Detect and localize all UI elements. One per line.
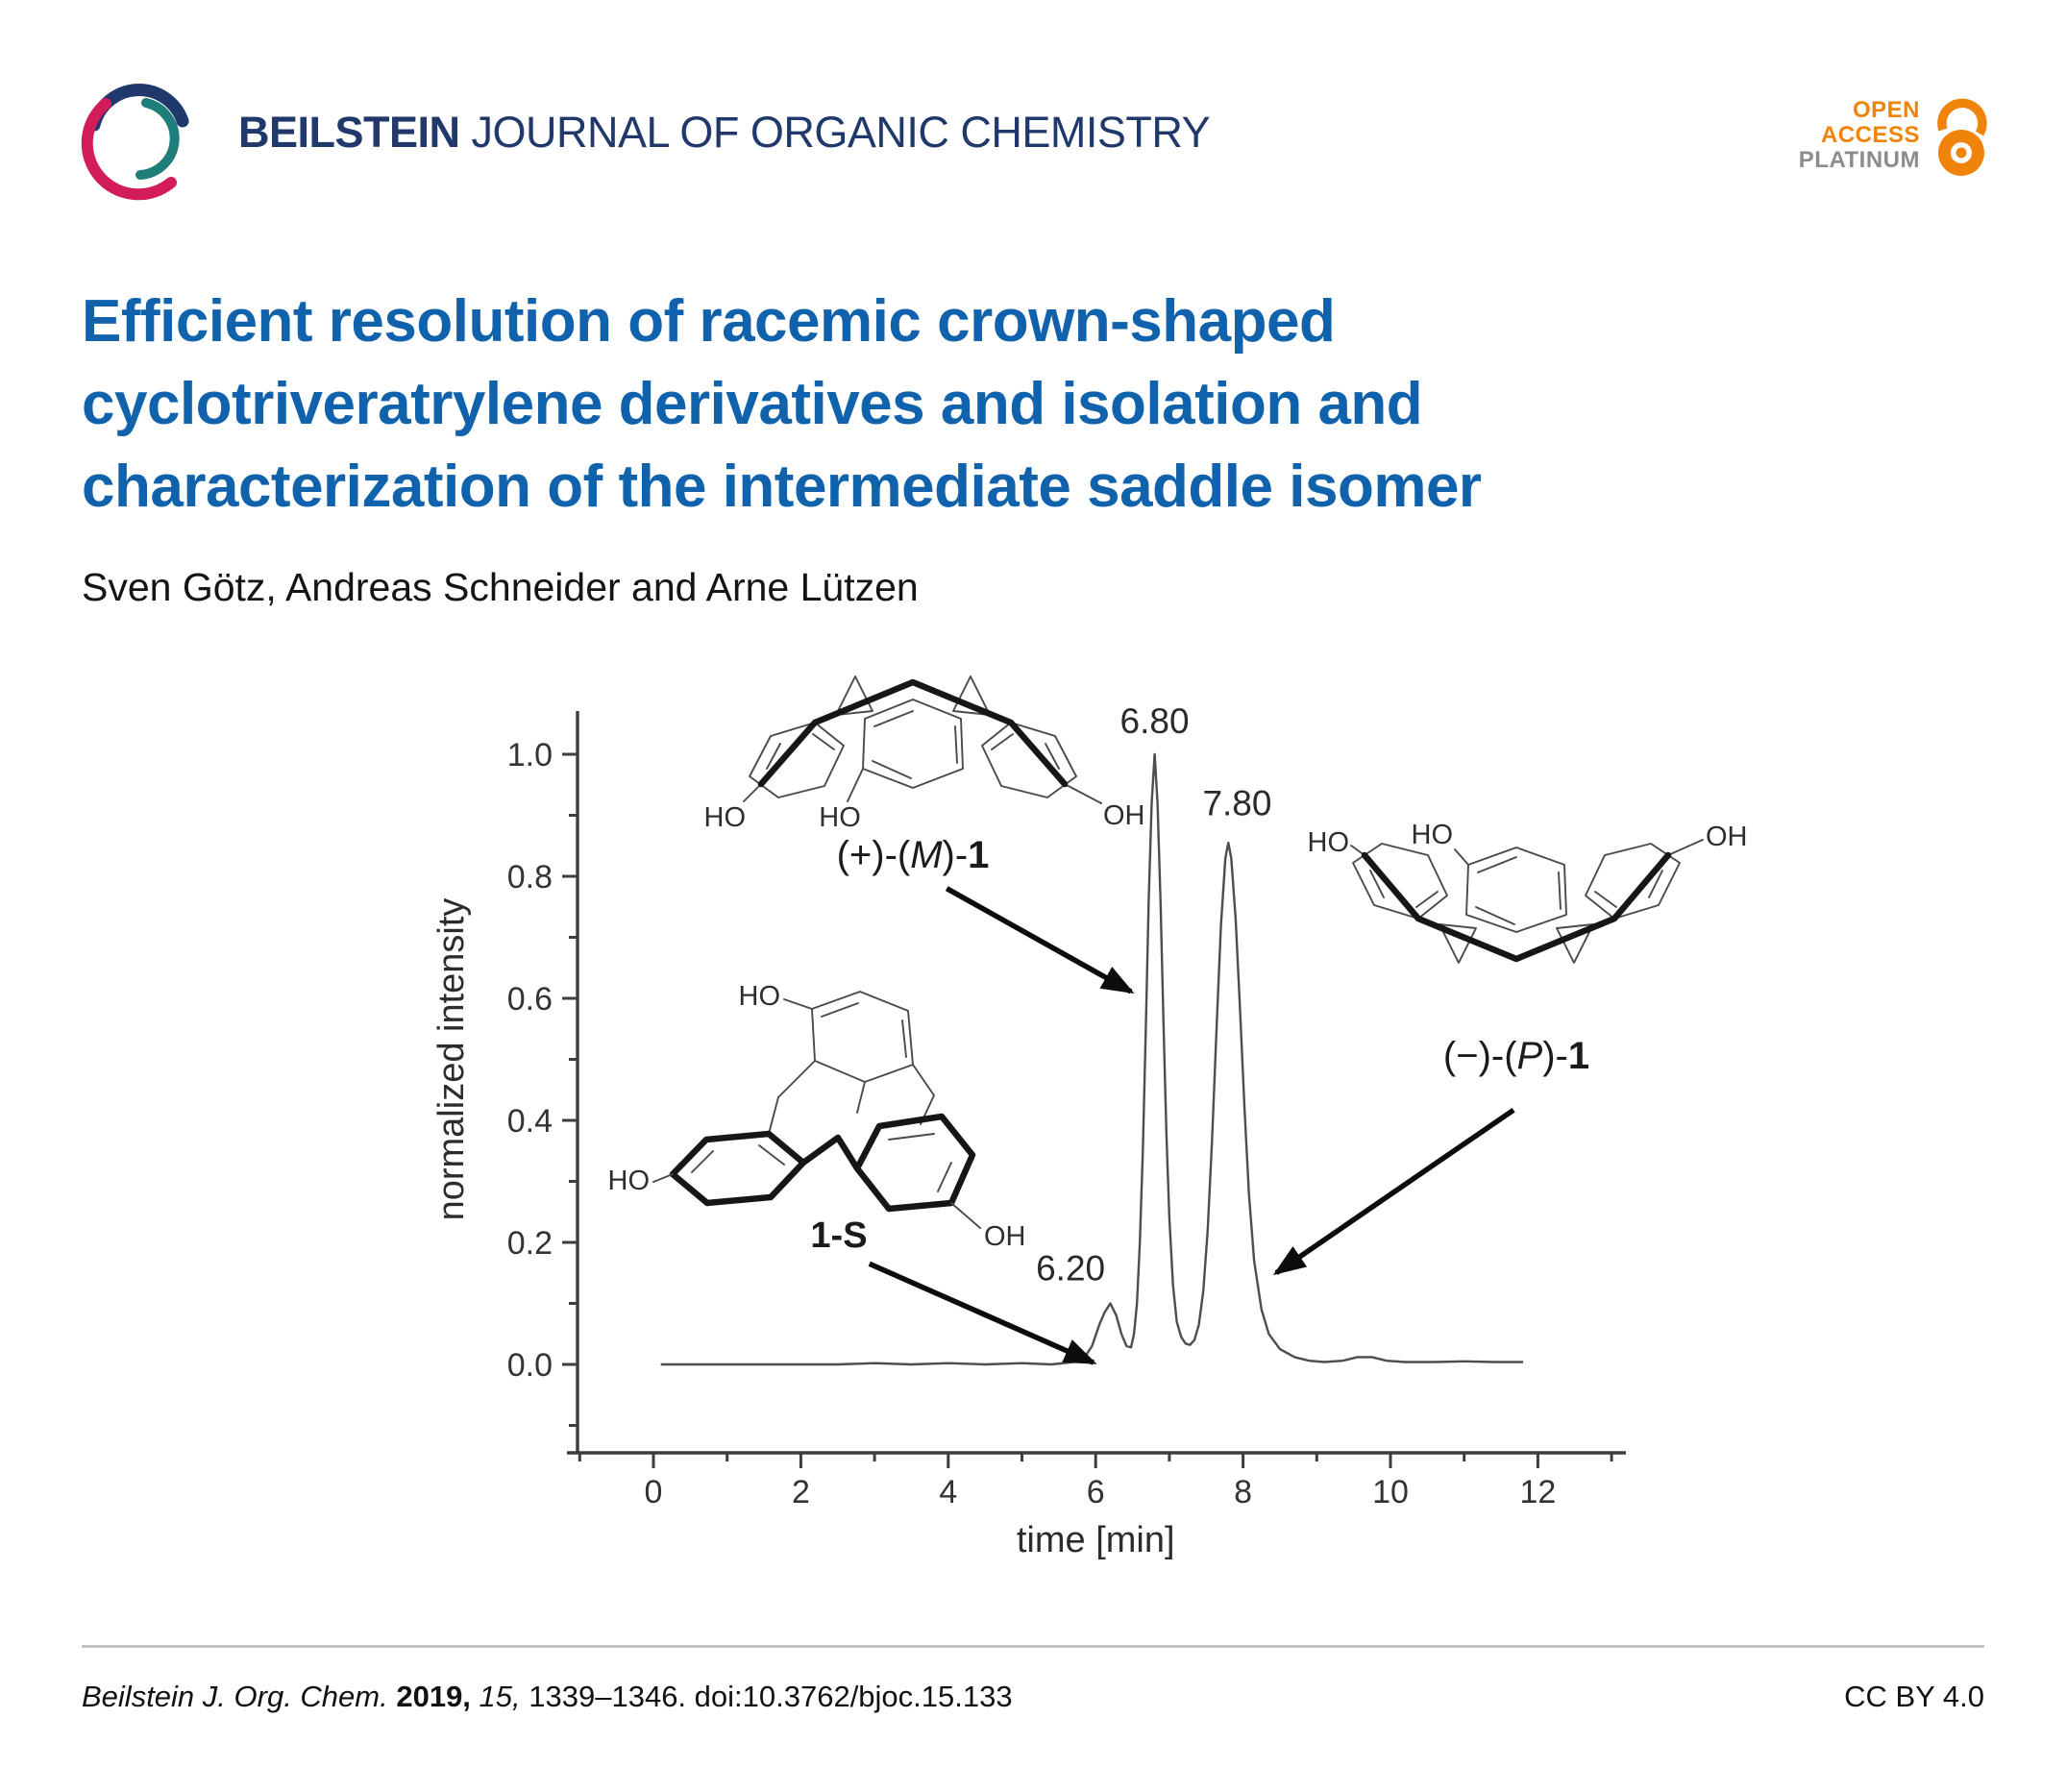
assignment-arrow <box>868 1261 1097 1365</box>
chromatogram-plot: 0 2 4 6 8 10 12 0.0 0.2 0.4 0.6 0.8 1.0 time [min] nor… <box>431 701 1626 1560</box>
citation-volume: 15, <box>479 1680 529 1713</box>
molecule-crown-P: HO HO OH <box>1308 820 1748 964</box>
open-access-lock-icon <box>1937 98 1987 176</box>
journal-name-rest: JOURNAL OF ORGANIC CHEMISTRY <box>459 108 1211 157</box>
peak-label: 7.80 <box>1202 784 1271 823</box>
citation: Beilstein J. Org. Chem. 2019, 15, 1339–1… <box>82 1680 1013 1714</box>
crown-P-oh-mid: HO <box>1412 820 1454 850</box>
x-axis-title: time [min] <box>1017 1520 1175 1560</box>
citation-year: 2019, <box>396 1680 480 1713</box>
x-tick-label: 6 <box>1087 1474 1105 1510</box>
open-access-badge: OPEN ACCESS PLATINUM <box>1799 98 1920 173</box>
journal-name: BEILSTEIN JOURNAL OF ORGANIC CHEMISTRY <box>238 108 1211 158</box>
molecule-crown-M: HO HO OH <box>704 675 1145 833</box>
page-title: Efficient resolution of racemic crown-sh… <box>82 281 1715 528</box>
assignment-arrow <box>1272 1107 1515 1276</box>
title-line-3: characterization of the intermediate sad… <box>82 454 1482 520</box>
saddle-oh-top: HO <box>739 981 781 1012</box>
crown-P-label: (−)-(P)-1 <box>1443 1035 1589 1077</box>
crown-P-oh-left: HO <box>1308 827 1350 858</box>
x-tick-label: 4 <box>939 1474 957 1510</box>
crown-M-label: (+)-(M)-1 <box>837 834 990 876</box>
assignment-arrow <box>945 886 1135 994</box>
logo-arc-magenta <box>81 98 177 201</box>
y-tick-label: 0.0 <box>507 1347 553 1384</box>
license-label: CC BY 4.0 <box>1844 1680 1984 1713</box>
graphical-abstract-figure: 0 2 4 6 8 10 12 0.0 0.2 0.4 0.6 0.8 1.0 time [min] nor… <box>431 675 1748 1560</box>
footer-rule <box>82 1645 1984 1648</box>
y-axis-title: normalized intensity <box>431 898 472 1221</box>
citation-journal: Beilstein J. Org. Chem. <box>82 1680 397 1713</box>
logo-arc-teal <box>135 98 180 180</box>
molecule-saddle-1S: HO HO OH <box>608 981 1026 1252</box>
x-tick-label: 10 <box>1372 1474 1409 1510</box>
crown-M-oh-right: OH <box>1103 800 1145 831</box>
peak-label: 6.80 <box>1120 701 1190 741</box>
y-tick-label: 0.6 <box>507 981 553 1018</box>
beilstein-logo <box>81 84 189 201</box>
crown-P-rim-bond <box>1361 851 1672 963</box>
badge-access-label: ACCESS <box>1820 122 1920 148</box>
saddle-oh-left: HO <box>608 1166 651 1196</box>
authors-line: Sven Götz, Andreas Schneider and Arne Lü… <box>82 565 919 609</box>
x-tick-label: 0 <box>645 1474 663 1510</box>
peak-label: 6.20 <box>1036 1248 1105 1288</box>
crown-M-oh-left: HO <box>704 802 747 833</box>
title-line-1: Efficient resolution of racemic crown-sh… <box>82 288 1336 355</box>
saddle-label: 1-S <box>810 1215 867 1256</box>
crown-P-oh-right: OH <box>1706 822 1748 852</box>
y-tick-label: 0.4 <box>507 1103 553 1140</box>
citation-pages-doi: 1339–1346. doi:10.3762/bjoc.15.133 <box>529 1680 1013 1713</box>
crown-M-oh-mid: HO <box>819 802 861 833</box>
y-tick-label: 0.8 <box>507 859 553 896</box>
badge-open-label: OPEN <box>1852 97 1920 123</box>
y-tick-label: 0.2 <box>507 1225 553 1262</box>
x-tick-label: 12 <box>1519 1474 1556 1510</box>
y-tick-label: 1.0 <box>507 737 553 773</box>
journal-name-bold: BEILSTEIN <box>238 108 460 157</box>
x-tick-label: 2 <box>792 1474 810 1510</box>
badge-platinum-label: PLATINUM <box>1798 147 1920 173</box>
saddle-oh-right: OH <box>984 1221 1026 1252</box>
title-line-2: cyclotriveratrylene derivatives and isol… <box>82 371 1423 437</box>
x-tick-label: 8 <box>1234 1474 1252 1510</box>
crown-M-rim-bond <box>757 678 1069 788</box>
